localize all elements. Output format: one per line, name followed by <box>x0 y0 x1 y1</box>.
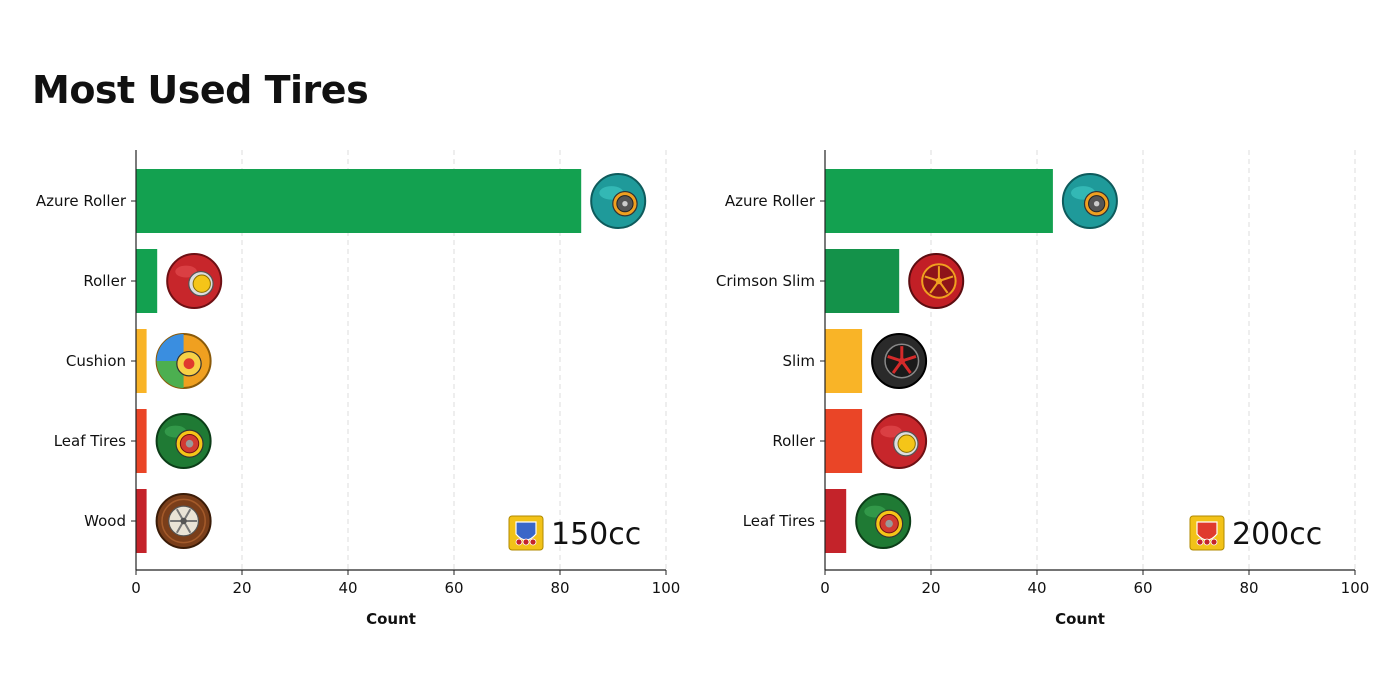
engine-class-label: 200cc <box>1232 517 1322 552</box>
x-axis-title: Count <box>366 610 416 628</box>
bar <box>825 249 900 313</box>
x-tick-label: 80 <box>1239 579 1258 597</box>
x-tick-label: 60 <box>444 579 463 597</box>
x-tick-label: 0 <box>131 579 141 597</box>
roller-tire-icon <box>871 413 928 469</box>
bar <box>136 169 582 233</box>
roller-tire-icon <box>166 253 223 309</box>
bar <box>136 489 147 553</box>
category-label: Wood <box>84 512 126 530</box>
chart-150cc: Azure Roller Roller Cushion Leaf Tires Wood 0… <box>36 150 681 628</box>
x-tick-label: 20 <box>921 579 940 597</box>
page-title: Most Used Tires <box>32 68 369 112</box>
bar <box>825 409 863 473</box>
x-tick-label: 40 <box>1027 579 1046 597</box>
bar <box>136 329 147 393</box>
bar <box>136 249 158 313</box>
x-tick-label: 0 <box>820 579 830 597</box>
x-tick-label: 100 <box>1341 579 1370 597</box>
category-label: Crimson Slim <box>716 272 815 290</box>
category-label: Slim <box>783 352 815 370</box>
chart-200cc: Azure Roller Crimson Slim Slim Roller Leaf T… <box>716 150 1370 628</box>
category-label: Leaf Tires <box>54 432 126 450</box>
engine-class-label: 150cc <box>551 517 641 552</box>
azure-roller-tire-icon <box>590 173 647 229</box>
bar <box>825 169 1053 233</box>
x-tick-label: 80 <box>550 579 569 597</box>
category-label: Azure Roller <box>725 192 816 210</box>
x-tick-label: 40 <box>338 579 357 597</box>
cushion-tire-icon <box>155 333 212 389</box>
150cc-cup-icon <box>508 515 544 551</box>
x-tick-label: 20 <box>232 579 251 597</box>
category-label: Leaf Tires <box>743 512 815 530</box>
leaf-tires-icon <box>155 413 212 469</box>
bar <box>136 409 147 473</box>
category-label: Cushion <box>66 352 126 370</box>
200cc-cup-icon <box>1189 515 1225 551</box>
category-label: Azure Roller <box>36 192 127 210</box>
x-tick-label: 60 <box>1133 579 1152 597</box>
crimson-slim-tire-icon <box>908 253 965 309</box>
x-axis-title: Count <box>1055 610 1105 628</box>
wood-tire-icon <box>155 493 212 549</box>
leaf-tires-icon <box>855 493 912 549</box>
x-tick-label: 100 <box>652 579 681 597</box>
azure-roller-tire-icon <box>1061 173 1118 229</box>
bar <box>825 489 847 553</box>
category-label: Roller <box>83 272 126 290</box>
slim-tire-icon <box>871 333 928 389</box>
category-label: Roller <box>772 432 815 450</box>
bar <box>825 329 863 393</box>
